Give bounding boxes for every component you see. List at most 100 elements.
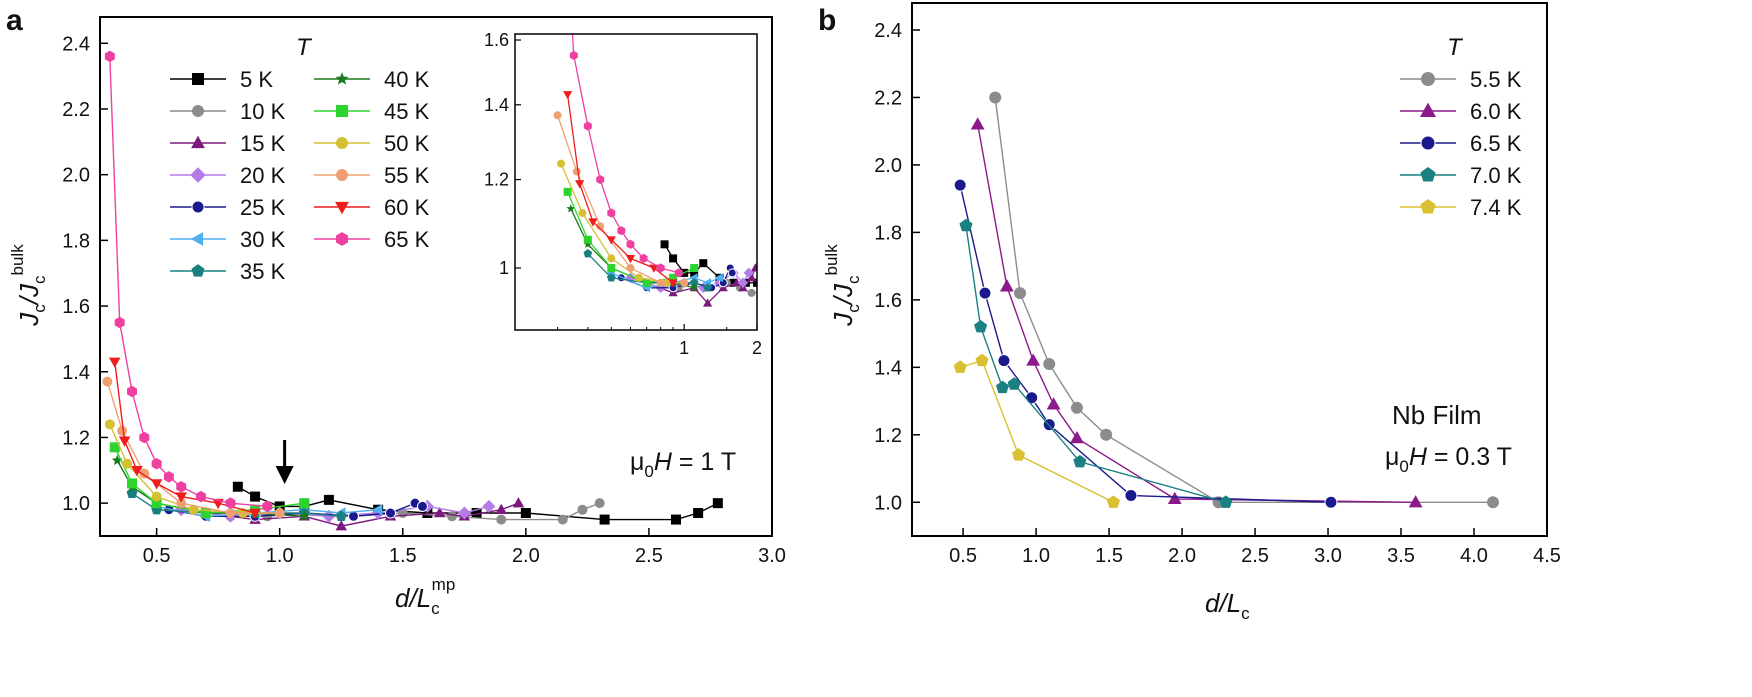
legend-marker [336, 169, 348, 181]
panel-b-ylabel-j: J [828, 312, 858, 327]
legend-label: 45 K [384, 99, 430, 124]
data-point [599, 514, 610, 525]
data-point [131, 466, 143, 477]
panel-a-legend-item-55-K: 55 K [314, 163, 430, 188]
legend-marker [190, 167, 206, 183]
data-point [118, 436, 131, 447]
panel-a-legend-item-60-K: 60 K [314, 195, 430, 220]
legend-label: 6.0 K [1470, 99, 1522, 124]
data-point [384, 507, 396, 519]
inset-point [761, 289, 769, 297]
legend-marker [192, 105, 204, 117]
panel-b-xtick-label: 0.5 [949, 545, 977, 567]
panel-a-ytick-label: 1.4 [62, 362, 90, 384]
data-point [299, 498, 310, 509]
panel-a-xtick-label: 2.0 [512, 545, 540, 567]
series-line [994, 97, 1493, 503]
inset-point [583, 235, 592, 244]
panel-a-ytick-label: 1.2 [62, 427, 90, 449]
panel-b-label: b [818, 4, 836, 37]
panel-b-series-5-5-K [989, 91, 1499, 509]
data-point [139, 431, 150, 444]
data-point [989, 91, 1002, 104]
legend-label: 35 K [240, 259, 286, 284]
panel-a-series-45-K [109, 442, 310, 519]
panel-a: a 0.5 1.0 1.5 2.0 2.5 3.0 1.0 1.2 1.4 1.6 1.8 2.0 2.… [6, 4, 786, 618]
panel-a-inset: 1 2 1 1.2 1.4 1.6 [484, 30, 769, 358]
data-point [104, 50, 115, 63]
panel-a-x-axis-label: d/Lc mp [395, 575, 455, 618]
panel-b-xtick-label: 1.5 [1095, 545, 1123, 567]
inset-point [674, 268, 683, 278]
data-point [322, 509, 336, 523]
data-point [114, 316, 125, 329]
inset-series [553, 34, 769, 307]
legend-label: 7.4 K [1470, 195, 1522, 220]
inset-point [747, 272, 757, 282]
data-point [109, 357, 121, 368]
data-point [482, 499, 496, 513]
panel-a-legend-item-40-K: 40 K [314, 67, 430, 92]
data-point [195, 490, 206, 503]
inset-point [689, 278, 699, 287]
data-point [422, 508, 433, 519]
data-point [978, 286, 992, 300]
legend-label: 20 K [240, 163, 286, 188]
panel-b-xtick-label: 4.5 [1533, 545, 1561, 567]
legend-marker [336, 137, 348, 149]
data-point [970, 117, 985, 130]
data-point [995, 380, 1010, 394]
panel-a-ticks: 0.5 1.0 1.5 2.0 2.5 3.0 1.0 1.2 1.4 1.6 1.8 2.0 2.2 2… [62, 33, 786, 567]
data-point [671, 514, 681, 525]
panel-a-xtick-label: 3.0 [758, 545, 786, 567]
data-point [1073, 454, 1087, 468]
panel-b-frame [911, 2, 1548, 537]
panel-a-legend-item-5-K: 5 K [170, 67, 273, 92]
data-point [127, 478, 137, 489]
panel-a-xtick-label: 1.0 [266, 545, 294, 567]
inset-point [669, 254, 678, 263]
data-point [1026, 353, 1041, 366]
arrow-head [275, 466, 294, 484]
data-point [997, 354, 1011, 368]
panel-a-ylabel-sub2: c [30, 275, 49, 284]
inset-ytick-label: 1.6 [484, 30, 509, 50]
panel-b-field-annotation: μ0H = 0.3 T [1385, 443, 1512, 476]
panel-a-field-h: H [654, 448, 673, 476]
data-point [104, 419, 115, 430]
inset-point [737, 277, 749, 288]
inset-point [656, 263, 665, 273]
data-point [1324, 495, 1338, 509]
data-point [109, 442, 120, 453]
panel-b-ytick-label: 2.0 [874, 155, 902, 177]
panel-b-xtick-label: 1.0 [1022, 545, 1050, 567]
inset-point [575, 180, 585, 189]
panel-a-series-50-K [104, 419, 285, 519]
panel-b-legend-item-7-0-K: 7.0 K [1400, 163, 1522, 188]
panel-b-ytick-label: 1.0 [874, 492, 902, 514]
legend-marker [1420, 198, 1436, 214]
legend-marker [1421, 72, 1435, 86]
panel-a-series [102, 50, 723, 531]
legend-label: 65 K [384, 227, 430, 252]
inset-point [557, 159, 566, 168]
inset-point [583, 239, 593, 249]
panel-a-ytick-label: 2.4 [62, 33, 90, 55]
inset-point [689, 283, 699, 292]
panel-a-legend-item-25-K: 25 K [170, 195, 286, 220]
inset-line [571, 34, 679, 274]
legend-marker [191, 135, 205, 149]
legend-marker [336, 105, 348, 117]
inset-point [729, 278, 738, 287]
inset-point [606, 273, 616, 282]
legend-label: 50 K [384, 131, 430, 156]
data-point [693, 508, 704, 519]
inset-point [639, 253, 648, 263]
data-point [111, 454, 123, 466]
panel-b-ylabel-sub2: c [844, 275, 863, 284]
data-point [151, 498, 162, 509]
legend-marker [192, 73, 204, 85]
data-point [122, 458, 133, 469]
inset-point [743, 267, 755, 279]
data-point [1007, 377, 1021, 390]
